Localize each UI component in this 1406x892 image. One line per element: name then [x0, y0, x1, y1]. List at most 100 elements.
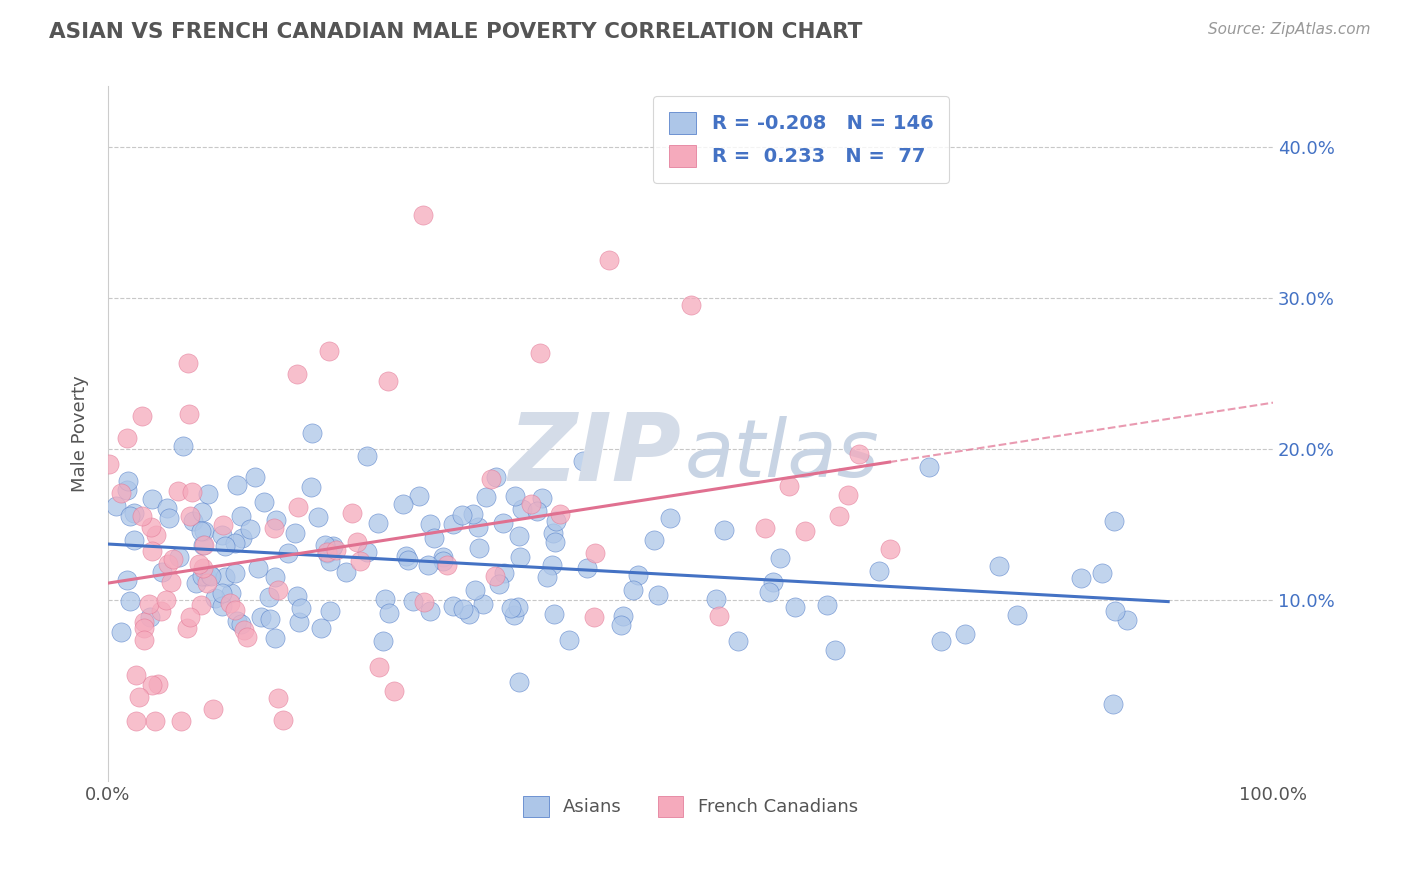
- Point: [367, 516, 389, 530]
- Point: [918, 460, 941, 475]
- Point: [214, 539, 236, 553]
- Point: [264, 570, 287, 584]
- Point: [441, 599, 464, 613]
- Legend: Asians, French Canadians: Asians, French Canadians: [516, 789, 865, 824]
- Point: [758, 585, 780, 599]
- Point: [468, 541, 491, 556]
- Point: [243, 470, 266, 484]
- Point: [824, 643, 846, 657]
- Point: [118, 508, 141, 523]
- Point: [349, 554, 371, 568]
- Point: [150, 565, 173, 579]
- Point: [143, 714, 166, 728]
- Point: [186, 576, 208, 591]
- Point: [457, 607, 479, 621]
- Point: [544, 514, 567, 528]
- Point: [1104, 604, 1126, 618]
- Point: [598, 253, 620, 268]
- Point: [647, 588, 669, 602]
- Point: [485, 470, 508, 484]
- Point: [190, 524, 212, 538]
- Text: ZIP: ZIP: [509, 409, 681, 500]
- Point: [238, 522, 260, 536]
- Point: [224, 603, 246, 617]
- Point: [610, 618, 633, 632]
- Point: [201, 702, 224, 716]
- Point: [148, 677, 170, 691]
- Point: [110, 625, 132, 640]
- Point: [263, 521, 285, 535]
- Point: [627, 568, 650, 582]
- Point: [319, 604, 342, 618]
- Point: [727, 634, 749, 648]
- Point: [503, 608, 526, 623]
- Point: [510, 502, 533, 516]
- Point: [541, 526, 564, 541]
- Point: [122, 533, 145, 548]
- Point: [335, 565, 357, 579]
- Point: [117, 474, 139, 488]
- Point: [548, 507, 571, 521]
- Point: [229, 616, 252, 631]
- Point: [141, 544, 163, 558]
- Point: [264, 513, 287, 527]
- Point: [231, 531, 253, 545]
- Point: [211, 586, 233, 600]
- Point: [141, 491, 163, 506]
- Point: [377, 607, 399, 621]
- Point: [307, 509, 329, 524]
- Point: [257, 591, 280, 605]
- Point: [131, 509, 153, 524]
- Point: [138, 597, 160, 611]
- Point: [412, 208, 434, 222]
- Point: [179, 509, 201, 524]
- Point: [432, 549, 454, 564]
- Point: [132, 622, 155, 636]
- Point: [128, 690, 150, 704]
- Point: [267, 691, 290, 706]
- Point: [377, 374, 399, 388]
- Point: [287, 500, 309, 514]
- Point: [236, 630, 259, 644]
- Point: [418, 604, 440, 618]
- Point: [868, 564, 890, 578]
- Point: [778, 479, 800, 493]
- Point: [193, 524, 215, 538]
- Point: [848, 447, 870, 461]
- Point: [529, 345, 551, 359]
- Point: [658, 510, 681, 524]
- Y-axis label: Male Poverty: Male Poverty: [72, 376, 89, 492]
- Point: [451, 508, 474, 523]
- Point: [1091, 566, 1114, 581]
- Point: [1070, 571, 1092, 585]
- Point: [125, 714, 148, 728]
- Point: [176, 355, 198, 369]
- Point: [211, 528, 233, 542]
- Point: [314, 538, 336, 552]
- Point: [321, 541, 343, 555]
- Point: [488, 577, 510, 591]
- Point: [621, 582, 644, 597]
- Point: [583, 610, 606, 624]
- Point: [204, 591, 226, 606]
- Point: [191, 504, 214, 518]
- Point: [170, 714, 193, 728]
- Point: [232, 623, 254, 637]
- Point: [492, 566, 515, 581]
- Point: [785, 600, 807, 615]
- Point: [139, 610, 162, 624]
- Point: [198, 568, 221, 582]
- Point: [392, 497, 415, 511]
- Point: [155, 501, 177, 516]
- Point: [149, 604, 172, 618]
- Point: [769, 550, 792, 565]
- Point: [214, 570, 236, 584]
- Point: [176, 621, 198, 635]
- Point: [373, 633, 395, 648]
- Point: [346, 534, 368, 549]
- Point: [571, 454, 593, 468]
- Point: [179, 610, 201, 624]
- Point: [531, 491, 554, 505]
- Point: [794, 524, 817, 538]
- Point: [172, 439, 194, 453]
